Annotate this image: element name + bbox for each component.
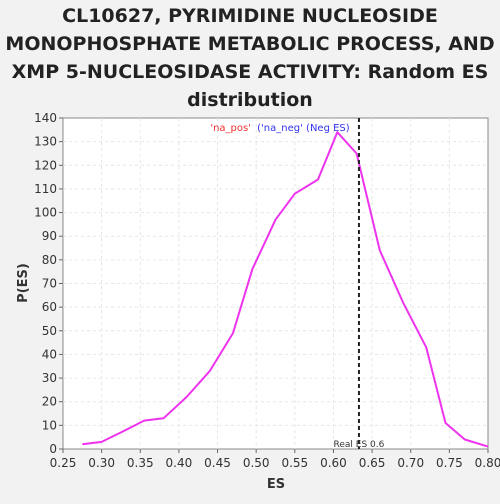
y-axis-ticks: 0 10 20 30 40 50 60 70 80 90 100 110 120 130 140: [34, 111, 63, 456]
title-line-4: distribution: [187, 89, 313, 111]
title-line-2: MONOPHOSPHATE METABOLIC PROCESS, AND: [5, 33, 494, 55]
x-tick-label: 0.40: [166, 456, 193, 470]
y-tick-label: 50: [42, 324, 57, 338]
y-tick-label: 140: [34, 111, 57, 125]
y-axis-label: P(ES): [16, 263, 31, 303]
x-tick-label: 0.25: [50, 456, 77, 470]
y-tick-label: 0: [49, 442, 57, 456]
legend: 'na_pos' ('na_neg' (Neg ES): [210, 123, 349, 134]
x-tick-label: 0.55: [281, 456, 308, 470]
x-tick-label: 0.35: [127, 456, 154, 470]
legend-pos-label: 'na_pos': [210, 123, 251, 134]
y-tick-label: 120: [34, 158, 57, 172]
x-tick-label: 0.45: [204, 456, 231, 470]
title-line-3: XMP 5-NUCLEOSIDASE ACTIVITY: Random ES: [12, 61, 489, 83]
real-es-marker: Real ES 0.6: [334, 118, 385, 450]
legend-neg-label: ('na_neg' (Neg ES): [257, 123, 350, 134]
grid: [63, 118, 488, 449]
y-tick-label: 70: [42, 277, 57, 291]
y-tick-label: 20: [42, 395, 57, 409]
x-tick-label: 0.70: [397, 456, 424, 470]
x-axis-ticks: 0.25 0.30 0.35 0.40 0.45 0.50 0.55 0.60 0.65 0.70…: [50, 449, 500, 470]
x-tick-label: 0.80: [475, 456, 500, 470]
y-tick-label: 80: [42, 253, 57, 267]
real-es-label: Real ES 0.6: [334, 440, 385, 450]
y-tick-label: 40: [42, 347, 57, 361]
y-tick-label: 60: [42, 300, 57, 314]
x-tick-label: 0.60: [320, 456, 347, 470]
es-distribution-line: [82, 131, 489, 448]
x-tick-label: 0.50: [243, 456, 270, 470]
y-tick-label: 100: [34, 206, 57, 220]
x-tick-label: 0.75: [436, 456, 463, 470]
x-tick-label: 0.30: [88, 456, 115, 470]
y-tick-label: 30: [42, 371, 57, 385]
y-tick-label: 90: [42, 229, 57, 243]
title-line-1: CL10627, PYRIMIDINE NUCLEOSIDE: [62, 5, 438, 27]
series-group: [82, 131, 489, 448]
chart-title: CL10627, PYRIMIDINE NUCLEOSIDE MONOPHOSP…: [5, 5, 494, 111]
x-tick-label: 0.65: [359, 456, 386, 470]
x-axis-label: ES: [267, 477, 285, 492]
y-tick-label: 110: [34, 182, 57, 196]
y-tick-label: 10: [42, 418, 57, 432]
y-tick-label: 130: [34, 135, 57, 149]
